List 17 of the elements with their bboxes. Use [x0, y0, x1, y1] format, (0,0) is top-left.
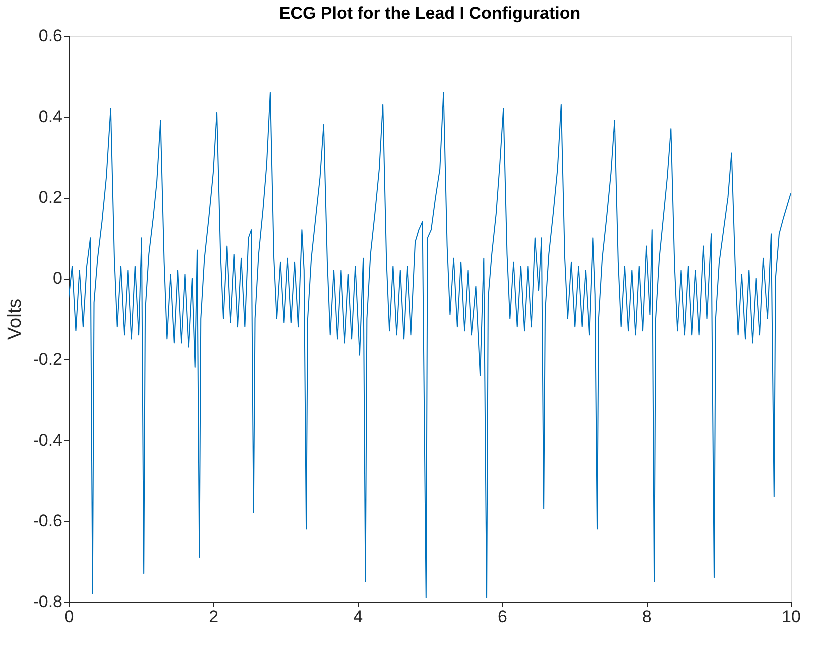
y-tick-label: 0.4 — [38, 107, 62, 126]
y-tick-label: 0.6 — [38, 26, 62, 46]
x-tick-label: 8 — [642, 608, 652, 626]
y-tick-label: 0.2 — [38, 188, 62, 208]
chart-title: ECG Plot for the Lead I Configuration — [279, 4, 581, 23]
y-tick-label: -0.8 — [33, 592, 62, 612]
x-tick-label: 4 — [354, 608, 364, 626]
x-tick-label: 10 — [782, 608, 801, 626]
y-tick-label: -0.6 — [33, 512, 62, 531]
line-series — [69, 92, 791, 598]
x-tick-label: 2 — [209, 608, 219, 626]
y-tick-label: -0.4 — [33, 430, 62, 450]
y-axis-title: Volts — [5, 298, 26, 340]
x-tick-label: 0 — [64, 608, 74, 626]
y-tick-label: -0.2 — [33, 350, 62, 369]
x-tick-label: 6 — [498, 608, 508, 626]
y-tick-label: 0 — [53, 269, 62, 288]
